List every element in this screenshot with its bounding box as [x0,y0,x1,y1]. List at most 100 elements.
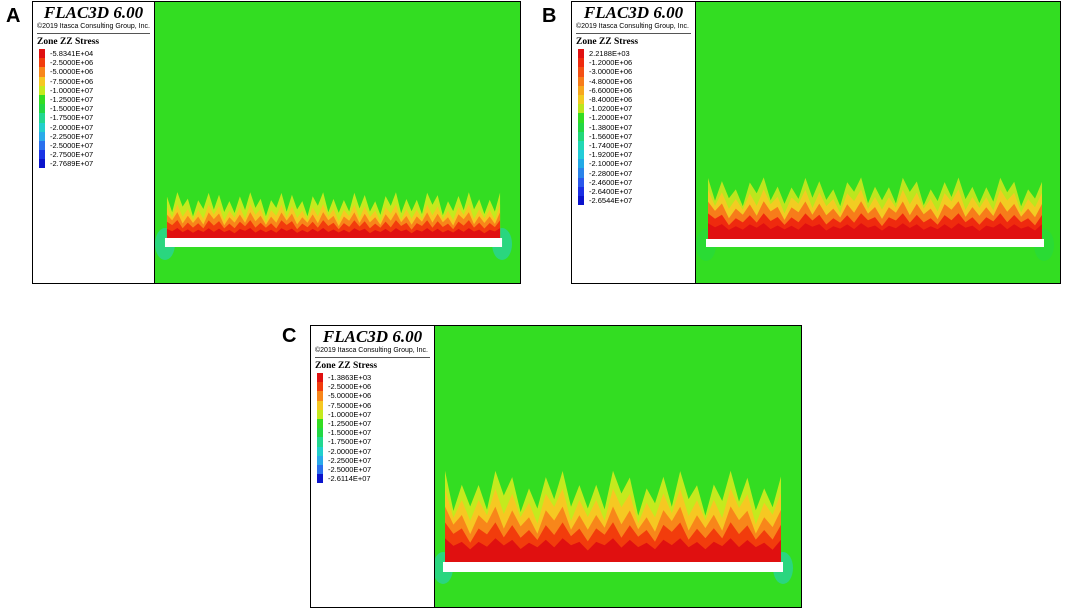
legend-swatch [317,382,323,392]
legend-label: -2.2800E+07 [589,168,633,178]
legend-row: -2.6400E+07 [578,186,632,196]
legend-row: -4.8000E+06 [578,76,632,86]
legend-label: -1.5600E+07 [589,131,633,141]
legend-swatch [578,177,584,187]
legend-swatch [39,113,45,123]
legend-row: -1.2500E+07 [317,418,372,429]
legend-box: FLAC3D 6.00 ©2019 Itasca Consulting Grou… [572,2,696,283]
legend-label: -1.0000E+07 [328,409,372,419]
stress-contour-zone [708,223,1042,239]
legend-row: -2.5000E+06 [39,58,94,68]
divider [37,33,150,34]
legend-swatch [578,196,584,206]
legend-row: -2.6544E+07 [578,196,633,206]
legend-swatch [578,122,584,132]
stress-contour-zone [166,228,501,238]
divider [576,33,691,34]
legend-swatch [317,391,323,401]
legend-swatch [317,446,323,456]
legend-swatch [578,113,584,123]
legend-box: FLAC3D 6.00 ©2019 Itasca Consulting Grou… [33,2,155,283]
legend-label: -2.6544E+07 [589,196,633,206]
stress-contour-zone [445,538,781,562]
legend-swatch [39,67,45,77]
legend-swatch [39,159,45,169]
legend-label: -7.5000E+06 [50,76,94,86]
legend-swatch [578,94,584,105]
legend-swatch [39,122,45,132]
legend-swatch [578,104,584,114]
legend-row: -1.5000E+07 [317,428,372,438]
legend-label: -7.5000E+06 [328,400,372,410]
legend-swatch [317,400,323,410]
legend-swatch [317,409,323,419]
stress-contour-plot [696,2,1060,283]
panel-letter-b: B [542,5,557,27]
legend-label: -1.3863E+03 [328,373,372,383]
legend-row: -2.0000E+07 [317,446,372,456]
legend-scale: -5.8341E+04 -2.5000E+06 -5.0000E+06 -7.5000… [39,49,94,169]
legend-label: -2.0000E+07 [328,446,372,456]
footing-plate [443,562,783,572]
legend-row: -2.0000E+07 [39,122,93,132]
legend-row: -2.2500E+07 [317,455,372,465]
legend-swatch [578,49,584,59]
legend-row: -2.2800E+07 [578,168,633,178]
copyright-text: ©2019 Itasca Consulting Group, Inc. [576,23,689,30]
legend-row: -1.7500E+07 [39,113,94,123]
legend-label: -5.0000E+06 [328,391,372,401]
legend-label: -2.6114E+07 [328,474,371,484]
legend-swatch [578,140,584,151]
legend-label: -2.2500E+07 [50,131,94,141]
legend-label: -2.5000E+06 [50,58,94,68]
legend-row: -8.4000E+06 [578,94,633,105]
legend-swatch [578,159,584,169]
copyright-text: ©2019 Itasca Consulting Group, Inc. [37,23,150,30]
legend-label: -8.4000E+06 [589,95,633,105]
legend-swatch [39,150,45,160]
legend-label: -1.2500E+07 [328,419,372,429]
legend-swatch [578,131,584,141]
legend-scale: -1.3863E+03 -2.5000E+06 -5.0000E+06 -7.5000… [317,373,372,484]
legend-swatch [578,58,584,68]
legend-box: FLAC3D 6.00 ©2019 Itasca Consulting Grou… [311,326,435,607]
legend-swatch [317,418,323,429]
legend-label: -5.8341E+04 [50,49,94,59]
legend-label: -1.5000E+07 [328,428,372,438]
legend-row: -7.5000E+06 [317,400,372,410]
legend-row: -1.5600E+07 [578,131,633,141]
legend-label: -3.0000E+06 [589,67,633,77]
legend-swatch [578,76,584,86]
legend-swatch [39,94,45,105]
legend-label: 2.2188E+03 [589,49,630,59]
app-title: FLAC3D 6.00 [322,327,423,346]
legend-label: -1.2000E+06 [589,58,633,68]
legend-swatch [317,455,323,465]
legend-label: -2.7500E+07 [50,150,94,160]
legend-label: -2.2500E+07 [328,455,372,465]
legend-label: -2.5000E+06 [328,382,372,392]
legend-label: -1.7500E+07 [328,437,372,447]
legend-label: -1.9200E+07 [589,150,633,160]
legend-swatch [39,49,45,59]
footing-plate [706,239,1044,247]
legend-row: -1.2000E+06 [578,58,633,68]
legend-row: -5.0000E+06 [317,391,372,401]
divider [315,357,430,358]
legend-label: -2.5000E+07 [328,464,372,474]
legend-title: Zone ZZ Stress [315,361,378,371]
legend-label: -1.3800E+07 [589,122,633,132]
legend-row: -3.0000E+06 [578,67,633,77]
legend-row: -1.0000E+07 [39,85,93,95]
legend-scale: 2.2188E+03 -1.2000E+06 -3.0000E+06 -4.8000E… [578,49,633,206]
legend-row: -1.3800E+07 [578,122,633,132]
legend-row: -2.5000E+07 [39,140,93,151]
legend-swatch [578,85,584,95]
panel-letter-a: A [6,5,21,27]
legend-label: -6.6000E+06 [589,85,633,95]
legend-label: -1.7500E+07 [50,113,94,123]
legend-label: -1.2500E+07 [50,95,94,105]
legend-row: -2.7689E+07 [39,159,93,169]
footing-plate [164,238,503,247]
app-title: FLAC3D 6.00 [583,3,684,22]
